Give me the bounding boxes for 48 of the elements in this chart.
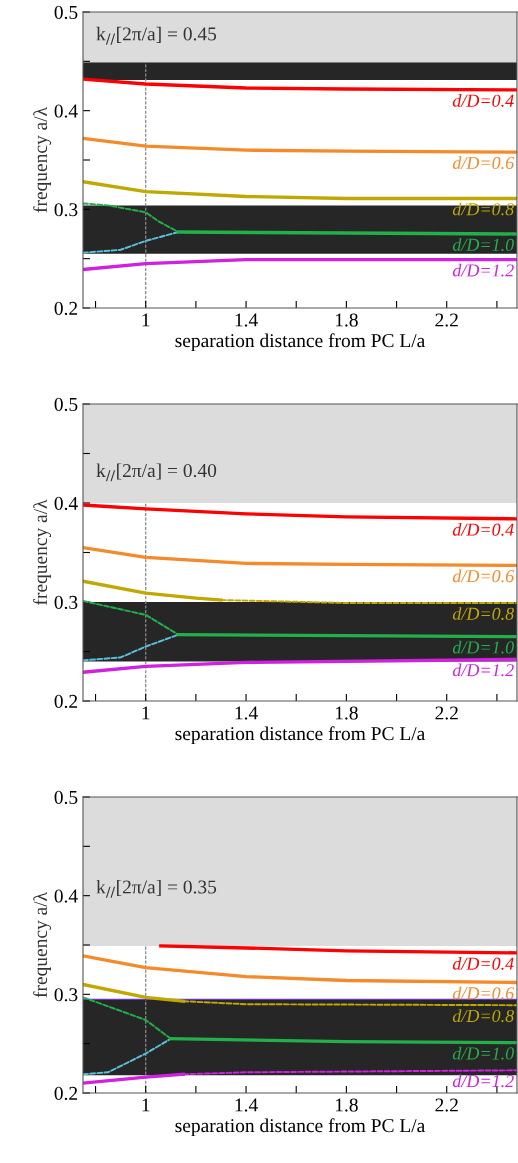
series-label: d/D=1.2: [452, 1074, 514, 1088]
series-label: d/D=1.0: [452, 1046, 514, 1060]
series-label: d/D=0.6: [452, 156, 515, 170]
x-tick-label: 1.4: [235, 1098, 258, 1112]
y-tick-label: 0.4: [54, 496, 78, 511]
y-tick-label: 0.4: [54, 889, 78, 903]
series-label: d/D=0.8: [452, 202, 514, 216]
series-label: d/D=0.6: [452, 569, 515, 583]
series-label: d/D=1.2: [452, 663, 514, 677]
y-tick-label: 0.2: [54, 301, 78, 316]
y-axis-title: frequency a/λ: [33, 892, 52, 998]
x-tick-label: 2.2: [435, 1098, 458, 1112]
series-label: d/D=0.4: [452, 523, 514, 536]
x-tick-label: 1: [142, 706, 150, 720]
x-tick-label: 1.8: [335, 706, 358, 720]
series-label: d/D=1.2: [452, 263, 514, 277]
y-tick-label: 0.3: [54, 988, 78, 1002]
y-tick-label: 0.2: [54, 1086, 78, 1101]
series-label: d/D=0.8: [452, 1009, 514, 1023]
y-axis-title: frequency a/λ: [33, 499, 52, 605]
annotation: k$_{//}$[2π/a] = 0.45: [96, 26, 217, 45]
y-tick-label: 0.3: [54, 203, 78, 217]
x-axis-title: separation distance from PC L/a: [175, 1118, 425, 1137]
x-tick-label: 1: [142, 313, 150, 327]
series-label: d/D=1.0: [452, 238, 514, 251]
x-tick-label: 2.2: [435, 706, 458, 720]
y-axis-title: frequency a/λ: [33, 107, 52, 213]
y-tick-label: 0.5: [54, 790, 78, 805]
annotation: k$_{//}$[2π/a] = 0.40: [96, 463, 217, 482]
x-tick-label: 1.4: [235, 313, 258, 327]
series-label: d/D=0.6: [452, 986, 515, 1000]
y-tick-label: 0.5: [54, 5, 78, 20]
annotation: k$_{//}$[2π/a] = 0.35: [96, 879, 217, 898]
series-label: d/D=0.8: [452, 607, 514, 620]
y-tick-label: 0.3: [54, 595, 78, 610]
series-label: d/D=0.4: [452, 94, 514, 107]
y-tick-label: 0.5: [54, 397, 78, 412]
y-tick-label: 0.2: [54, 694, 78, 709]
x-axis-title: separation distance from PC L/a: [175, 333, 425, 352]
series-label: d/D=1.0: [452, 640, 514, 654]
x-tick-label: 1.4: [235, 706, 258, 720]
x-tick-label: 1: [142, 1098, 150, 1112]
x-tick-label: 1.8: [335, 1098, 358, 1112]
y-tick-label: 0.4: [54, 104, 78, 118]
x-tick-label: 2.2: [435, 313, 458, 327]
x-tick-label: 1.8: [335, 313, 358, 327]
series-label: d/D=0.4: [452, 957, 514, 970]
x-axis-title: separation distance from PC L/a: [175, 726, 425, 745]
